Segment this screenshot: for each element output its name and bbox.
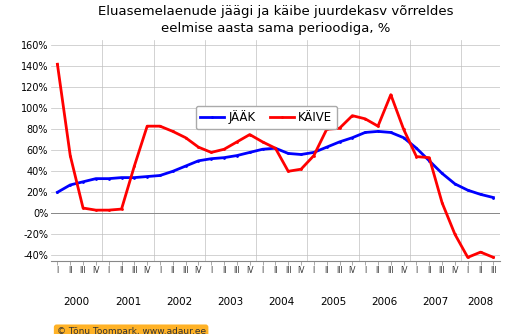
JÄÄK xyxy=(438,171,444,175)
KÄIVE xyxy=(400,127,406,131)
JÄÄK xyxy=(310,150,316,154)
JÄÄK xyxy=(80,180,86,184)
JÄÄK xyxy=(118,176,124,180)
JÄÄK xyxy=(234,154,240,158)
Text: 2001: 2001 xyxy=(115,297,141,307)
KÄIVE xyxy=(157,124,163,128)
JÄÄK xyxy=(220,156,227,160)
KÄIVE xyxy=(93,208,99,212)
KÄIVE xyxy=(489,256,495,260)
JÄÄK xyxy=(361,131,367,135)
KÄIVE xyxy=(208,150,214,154)
JÄÄK xyxy=(476,192,483,196)
KÄIVE xyxy=(246,133,252,137)
JÄÄK xyxy=(297,153,303,157)
KÄIVE xyxy=(310,154,316,158)
Text: 2007: 2007 xyxy=(422,297,448,307)
Text: 2006: 2006 xyxy=(371,297,397,307)
JÄÄK xyxy=(349,136,355,140)
Title: Eluasemelaenude jäägi ja käibe juurdekasv võrreldes
eelmise aasta sama perioodig: Eluasemelaenude jäägi ja käibe juurdekas… xyxy=(97,5,453,35)
KÄIVE xyxy=(54,62,61,66)
KÄIVE xyxy=(476,250,483,254)
KÄIVE xyxy=(272,146,278,150)
KÄIVE xyxy=(285,169,291,173)
Text: © Tõnu Toompark, www.adaur.ee: © Tõnu Toompark, www.adaur.ee xyxy=(56,327,205,334)
KÄIVE xyxy=(220,147,227,151)
JÄÄK xyxy=(426,159,432,163)
JÄÄK xyxy=(489,195,495,199)
Text: 2004: 2004 xyxy=(268,297,294,307)
KÄIVE xyxy=(361,117,367,121)
JÄÄK xyxy=(169,169,176,173)
KÄIVE xyxy=(387,93,393,97)
JÄÄK xyxy=(131,176,137,180)
JÄÄK xyxy=(208,157,214,161)
Line: JÄÄK: JÄÄK xyxy=(56,130,494,199)
JÄÄK xyxy=(451,182,457,186)
JÄÄK xyxy=(259,147,265,151)
KÄIVE xyxy=(336,126,342,130)
JÄÄK xyxy=(182,164,188,168)
KÄIVE xyxy=(413,155,419,159)
KÄIVE xyxy=(374,124,380,128)
KÄIVE xyxy=(80,206,86,210)
KÄIVE xyxy=(234,140,240,144)
KÄIVE xyxy=(182,136,188,140)
JÄÄK xyxy=(105,177,111,181)
Legend: JÄÄK, KÄIVE: JÄÄK, KÄIVE xyxy=(195,106,336,129)
JÄÄK xyxy=(157,173,163,177)
JÄÄK xyxy=(246,150,252,154)
JÄÄK xyxy=(144,175,150,179)
JÄÄK xyxy=(195,159,201,163)
JÄÄK xyxy=(400,136,406,140)
JÄÄK xyxy=(413,146,419,150)
KÄIVE xyxy=(195,145,201,149)
Text: 2005: 2005 xyxy=(319,297,346,307)
KÄIVE xyxy=(131,164,137,168)
KÄIVE xyxy=(118,207,124,211)
JÄÄK xyxy=(285,151,291,155)
KÄIVE xyxy=(297,167,303,171)
JÄÄK xyxy=(67,183,73,187)
Text: 2003: 2003 xyxy=(217,297,243,307)
JÄÄK xyxy=(272,146,278,150)
KÄIVE xyxy=(438,201,444,205)
Text: 2002: 2002 xyxy=(166,297,192,307)
Line: KÄIVE: KÄIVE xyxy=(56,63,494,259)
Text: 2000: 2000 xyxy=(64,297,90,307)
KÄIVE xyxy=(67,154,73,158)
Text: 2008: 2008 xyxy=(467,297,493,307)
JÄÄK xyxy=(374,129,380,133)
KÄIVE xyxy=(451,232,457,236)
JÄÄK xyxy=(464,188,470,192)
KÄIVE xyxy=(426,156,432,160)
JÄÄK xyxy=(323,145,329,149)
KÄIVE xyxy=(169,129,176,133)
KÄIVE xyxy=(323,127,329,131)
JÄÄK xyxy=(387,131,393,135)
JÄÄK xyxy=(93,177,99,181)
KÄIVE xyxy=(144,124,150,128)
KÄIVE xyxy=(349,114,355,118)
KÄIVE xyxy=(105,208,111,212)
KÄIVE xyxy=(464,256,470,260)
JÄÄK xyxy=(54,190,61,194)
KÄIVE xyxy=(259,140,265,144)
JÄÄK xyxy=(336,140,342,144)
